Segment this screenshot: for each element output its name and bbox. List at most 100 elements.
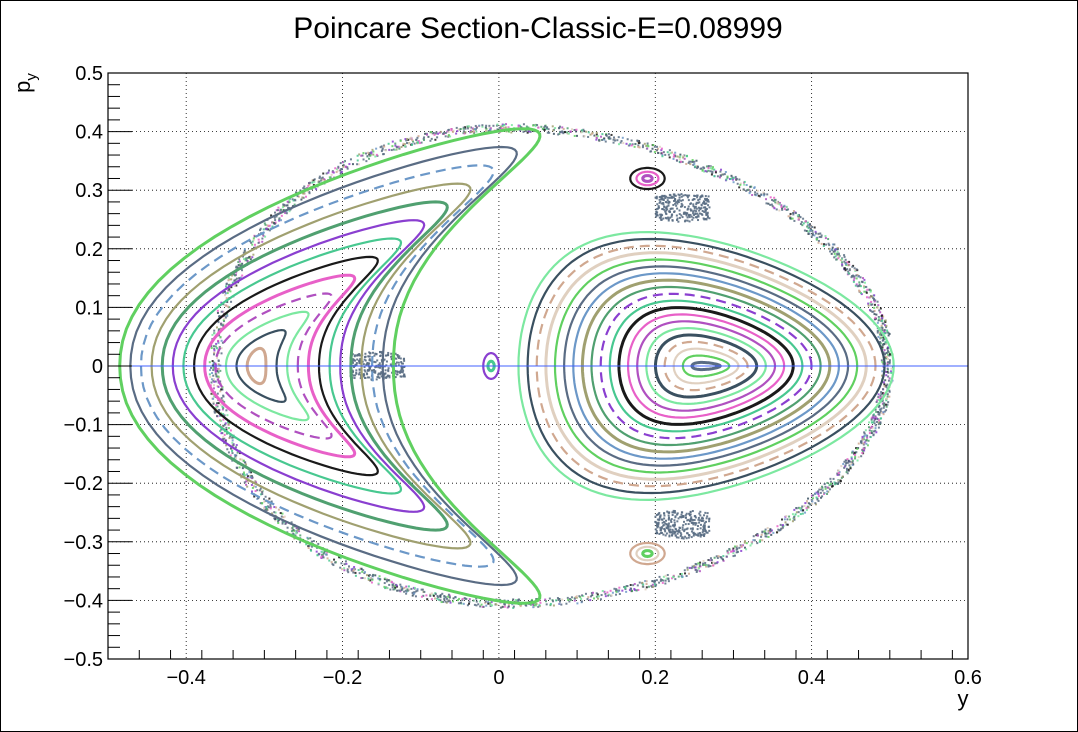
chaos-point	[404, 138, 407, 141]
chaos-point	[593, 597, 596, 600]
chaos-point	[485, 124, 488, 127]
separatrix-point	[690, 516, 693, 519]
chaos-point	[744, 546, 747, 549]
separatrix-point	[363, 366, 366, 369]
chaos-point	[292, 199, 295, 202]
separatrix-point	[358, 360, 361, 363]
separatrix-point	[680, 199, 683, 202]
separatrix-point	[696, 212, 699, 215]
chaos-point	[434, 132, 437, 135]
chaos-point	[881, 361, 884, 364]
chaos-point	[722, 173, 725, 176]
chaos-point	[374, 574, 377, 577]
chaos-point	[357, 163, 360, 166]
chaos-point	[222, 418, 225, 421]
chaos-point	[674, 151, 677, 154]
chaos-point	[826, 481, 829, 484]
chaos-point	[888, 353, 891, 356]
separatrix-point	[706, 200, 709, 203]
separatrix-point	[655, 195, 658, 198]
chaos-point	[578, 595, 581, 598]
chaos-point	[749, 544, 752, 547]
chaos-point	[388, 148, 391, 151]
chaos-point	[823, 492, 826, 495]
chaos-point	[855, 283, 858, 286]
separatrix-point	[708, 206, 711, 209]
separatrix-point	[700, 203, 703, 206]
chaos-point	[362, 569, 365, 572]
chaos-point	[246, 256, 249, 259]
chaos-point	[871, 425, 874, 428]
chaos-point	[436, 594, 439, 597]
chaos-point	[253, 235, 256, 238]
chaos-point	[370, 581, 373, 584]
chaos-point	[552, 600, 555, 603]
chaos-point	[805, 500, 808, 503]
chaos-point	[503, 123, 506, 126]
chaos-point	[286, 526, 289, 529]
separatrix-point	[658, 196, 661, 199]
separatrix-point	[699, 510, 702, 513]
separatrix-point	[707, 200, 710, 203]
chaos-point	[711, 166, 714, 169]
chaos-point	[863, 431, 866, 434]
chaos-point	[853, 453, 856, 456]
separatrix-point	[692, 532, 695, 535]
separatrix-point	[683, 220, 686, 223]
chaos-point	[311, 545, 314, 548]
chaos-point	[831, 246, 834, 249]
chaos-point	[218, 346, 221, 349]
chaos-point	[877, 304, 880, 307]
chaos-point	[303, 192, 306, 195]
chaos-point	[573, 129, 576, 132]
chaos-point	[874, 429, 877, 432]
chaos-point	[693, 564, 696, 567]
chaos-point	[209, 375, 212, 378]
chaos-point	[836, 472, 839, 475]
chaos-point	[866, 288, 869, 291]
chaos-point	[790, 217, 793, 220]
separatrix-point	[676, 217, 679, 220]
chaos-point	[216, 309, 219, 312]
chaos-point	[664, 582, 667, 585]
chaos-point	[819, 491, 822, 494]
separatrix-point	[397, 361, 400, 364]
separatrix-point	[656, 518, 659, 521]
chaos-point	[222, 413, 225, 416]
chaos-point	[339, 162, 342, 165]
chaos-point	[227, 427, 230, 430]
separatrix-point	[667, 219, 670, 222]
chaos-point	[462, 130, 465, 133]
chaos-point	[591, 591, 594, 594]
chaos-point	[809, 224, 812, 227]
chaos-point	[794, 212, 797, 215]
chaos-point	[354, 574, 357, 577]
chaos-point	[234, 457, 237, 460]
separatrix-point	[689, 519, 692, 522]
chaos-point	[439, 599, 442, 602]
chaos-point	[609, 589, 612, 592]
chaos-point	[874, 416, 877, 419]
chaos-point	[233, 454, 236, 457]
chaos-point	[623, 586, 626, 589]
chaos-point	[299, 541, 302, 544]
separatrix-point	[659, 213, 662, 216]
separatrix-point	[669, 216, 672, 219]
chaos-point	[880, 417, 883, 420]
chaos-point	[301, 196, 304, 199]
chaos-point	[862, 438, 865, 441]
separatrix-point	[697, 219, 700, 222]
chaos-point	[881, 370, 884, 373]
chaos-point	[677, 575, 680, 578]
chaos-point	[213, 351, 216, 354]
chaos-point	[275, 209, 278, 212]
chaos-point	[387, 142, 390, 145]
chaos-point	[841, 263, 844, 266]
separatrix-point	[690, 536, 693, 539]
chaos-point	[836, 251, 839, 254]
chaos-point	[290, 521, 293, 524]
chaos-point	[554, 127, 557, 130]
chaos-point	[860, 442, 863, 445]
chaos-point	[273, 222, 276, 225]
chaos-point	[365, 152, 368, 155]
